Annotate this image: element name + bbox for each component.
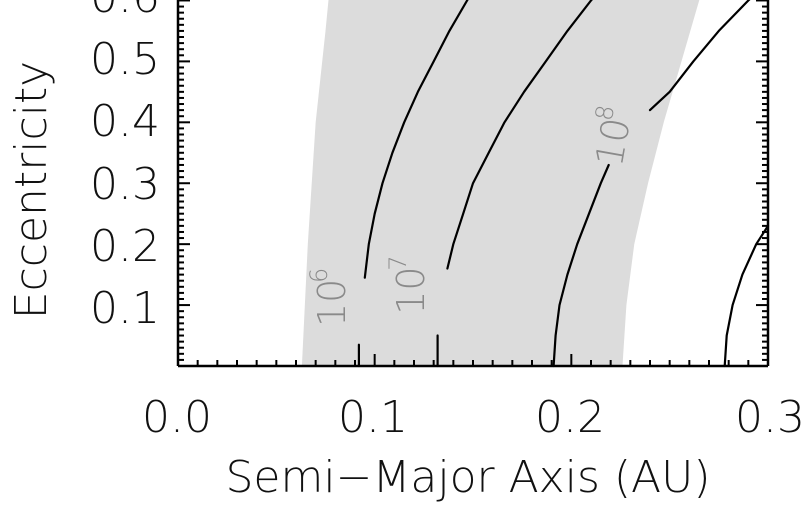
stable-zone-region [302,0,709,366]
x-tick-label-3: 0.3 [735,392,803,443]
y-tick-label-5: 0.5 [90,34,160,85]
contour-label-exponent: 7 [384,256,412,271]
x-tick-label-2: 0.2 [535,392,605,443]
contour-label-exponent: 6 [305,268,333,283]
contour-line-4-segment-1 [725,226,768,366]
y-tick-label-1: 0.1 [90,283,160,334]
contour-label-base: 10 [310,279,354,327]
y-tick-label-6: 0.6 [90,0,160,23]
contour-label-base: 10 [389,266,433,314]
y-tick-label-4: 0.4 [90,96,160,147]
x-tick-label-1: 0.1 [338,392,408,443]
y-axis-title: Eccentricity [6,61,57,319]
y-tick-label-2: 0.2 [90,221,160,272]
y-tick-label-3: 0.3 [90,159,160,210]
x-tick-label-0: 0.0 [142,392,212,443]
x-axis-title: Semi−Major Axis (AU) [225,452,710,503]
shaded-region-layer [302,0,709,366]
